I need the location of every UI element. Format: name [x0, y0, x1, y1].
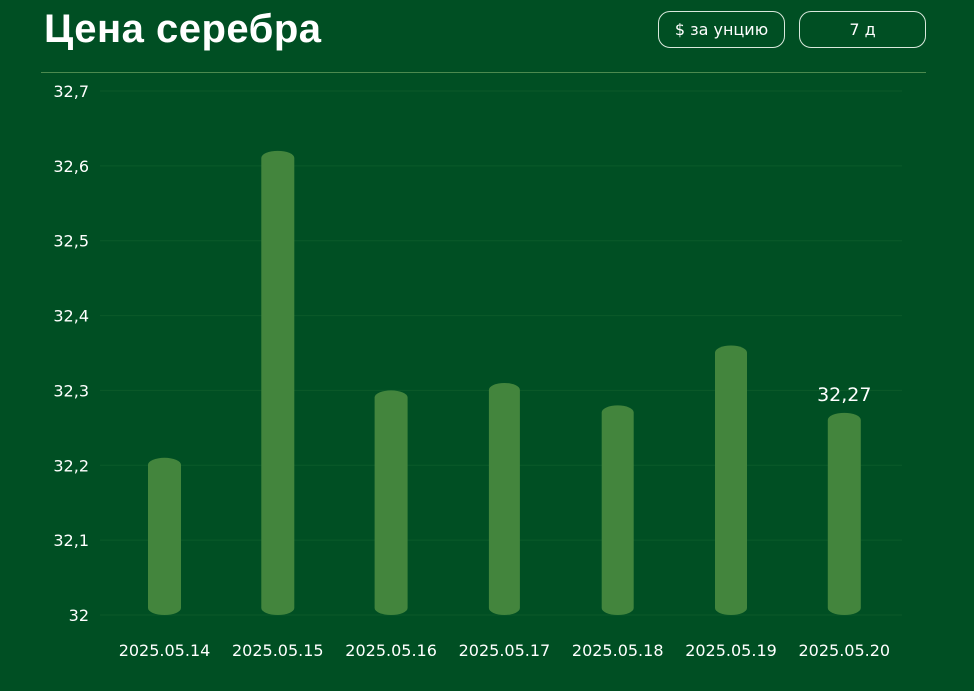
x-tick-label: 2025.05.19 — [685, 641, 777, 660]
bar-2025.05.15[interactable] — [261, 150, 295, 615]
period-button[interactable]: 7 д — [799, 11, 926, 48]
x-tick-label: 2025.05.14 — [119, 641, 211, 660]
x-tick-label: 2025.05.20 — [798, 641, 890, 660]
bar-2025.05.20[interactable] — [827, 412, 861, 615]
y-tick-label: 32,2 — [53, 456, 89, 475]
page-title: Цена серебра — [44, 7, 322, 51]
bar-2025.05.16[interactable] — [374, 390, 408, 615]
y-tick-label: 32 — [69, 606, 89, 625]
y-tick-label: 32,1 — [53, 531, 89, 550]
y-tick-label: 32,7 — [53, 82, 89, 101]
unit-button[interactable]: $ за унцию — [658, 11, 785, 48]
y-tick-label: 32,6 — [53, 157, 89, 176]
y-tick-label: 32,3 — [53, 381, 89, 400]
x-tick-label: 2025.05.17 — [459, 641, 551, 660]
x-tick-label: 2025.05.18 — [572, 641, 664, 660]
bar-2025.05.18[interactable] — [601, 405, 634, 615]
bar-2025.05.14[interactable] — [148, 457, 181, 615]
header-divider — [41, 72, 926, 73]
x-tick-label: 2025.05.16 — [345, 641, 437, 660]
y-tick-label: 32,4 — [53, 307, 89, 326]
bar-2025.05.17[interactable] — [488, 382, 520, 615]
x-tick-label: 2025.05.15 — [232, 641, 324, 660]
bar-2025.05.19[interactable] — [715, 345, 747, 615]
value-label: 32,27 — [817, 384, 871, 406]
y-tick-label: 32,5 — [53, 232, 89, 251]
